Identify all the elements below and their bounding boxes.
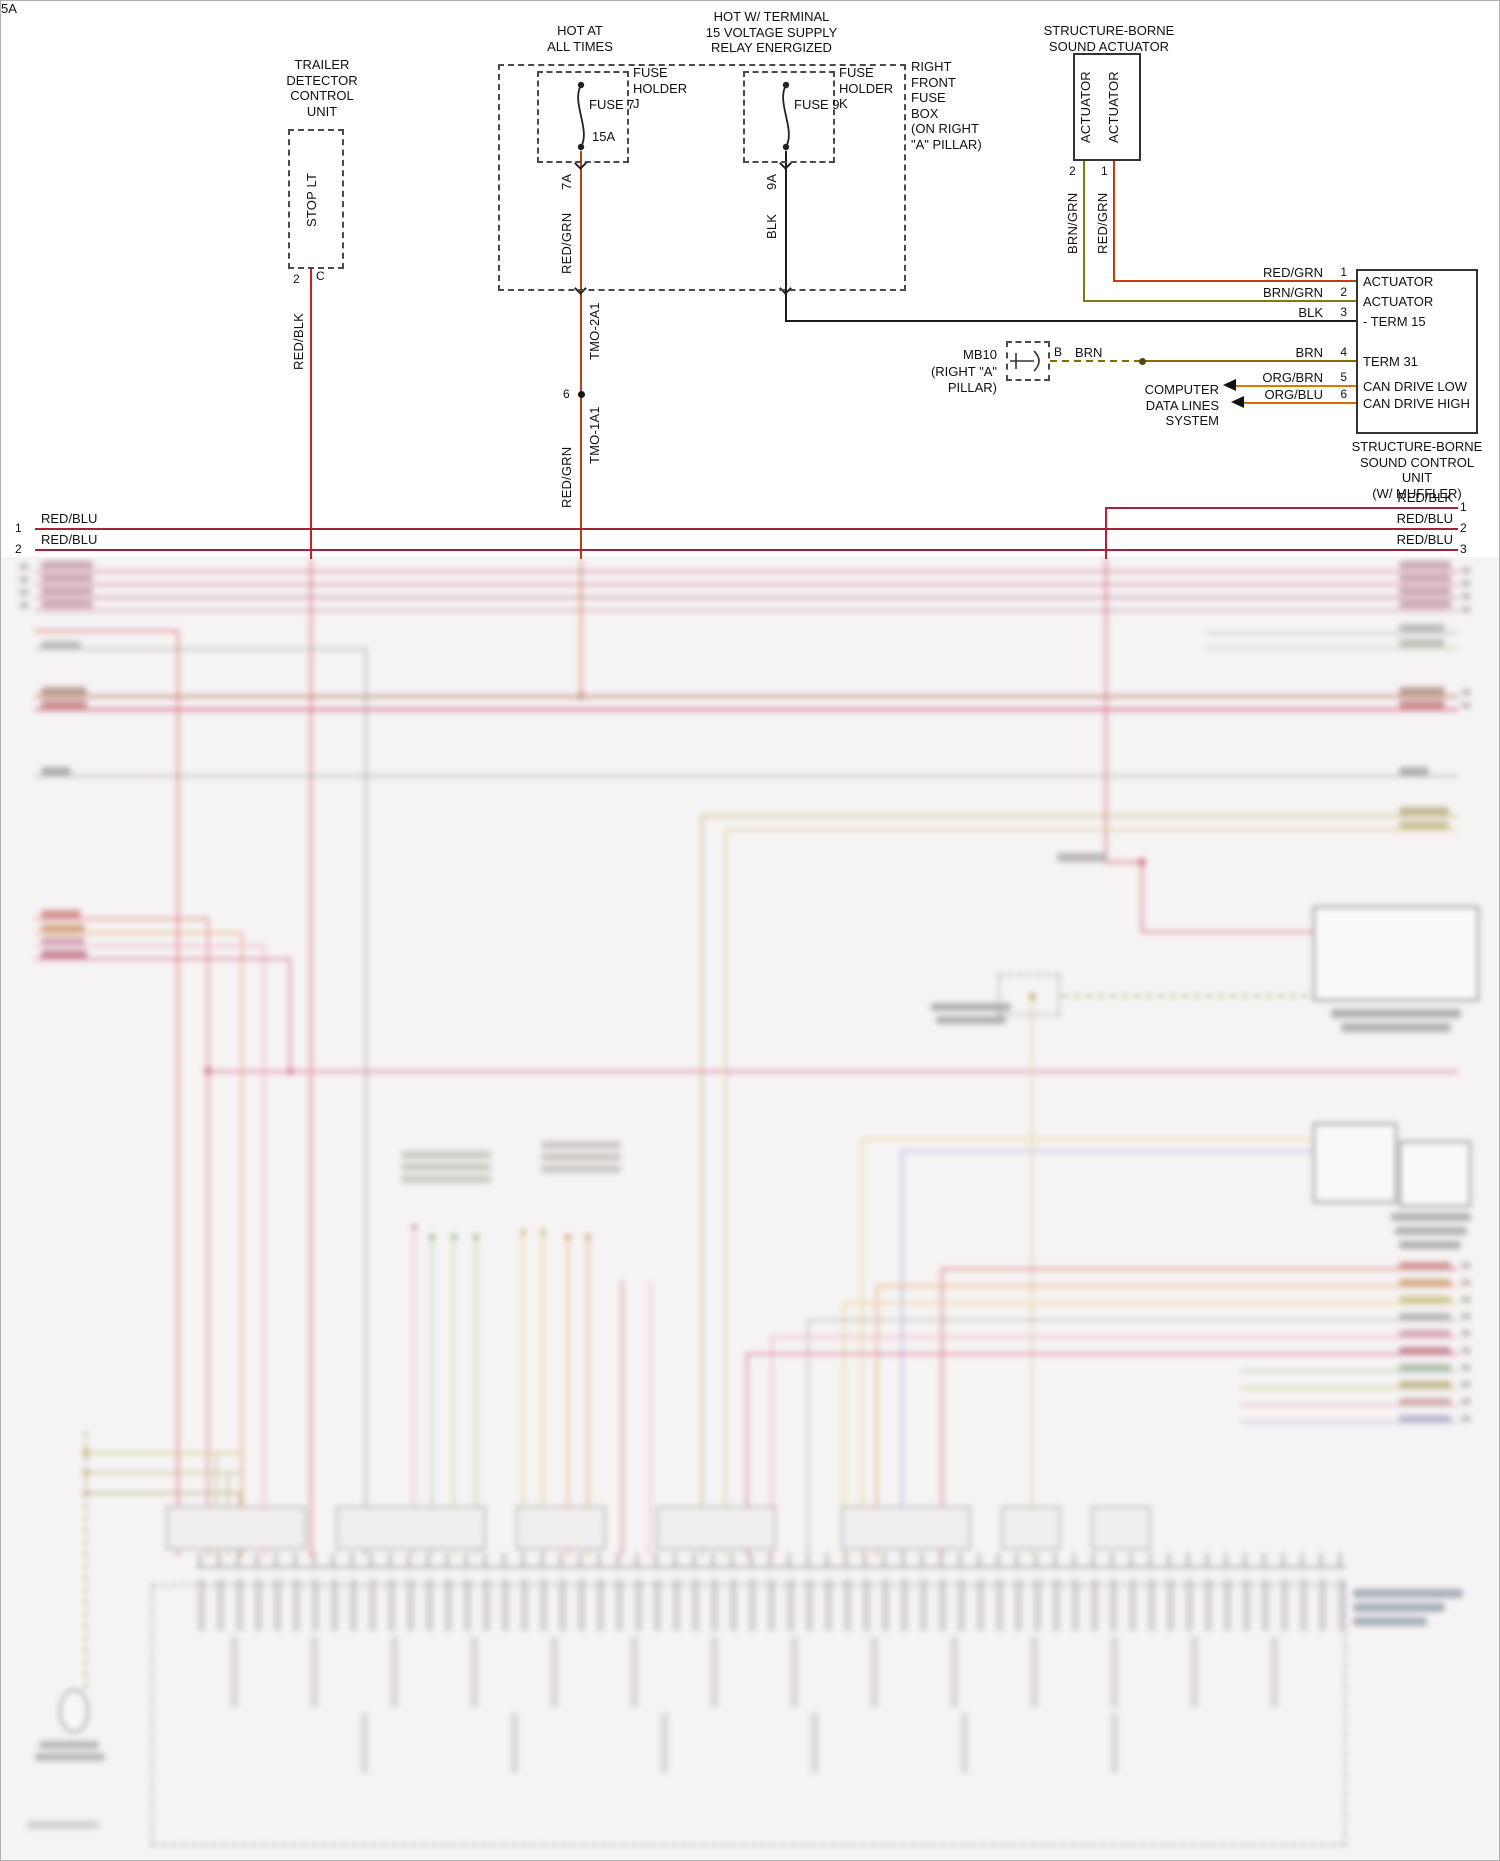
mb10-connector-icon <box>1010 350 1040 372</box>
cu-pin-number: 4 <box>1340 345 1347 359</box>
actuator-box <box>1073 53 1141 161</box>
mb10-connector-box <box>1006 341 1050 381</box>
trailer-pin-letter: C <box>316 269 325 283</box>
fuse7-symbol-icon <box>577 81 585 151</box>
cu-pin-function-label: - TERM 15 <box>1363 314 1426 329</box>
fuse7-holder-label: FUSE HOLDER J <box>633 65 688 112</box>
cu-pin-wire-label: ORG/BRN <box>1262 370 1323 385</box>
fuse7-wire-label: RED/GRN <box>559 212 574 274</box>
trailer-unit-box <box>288 129 344 269</box>
cu-pin-wire-label: BLK <box>1298 305 1323 320</box>
cu-pin-wire-label: BRN <box>1295 345 1323 360</box>
cu-pin-number: 1 <box>1340 265 1347 279</box>
fuse7-conn-pin: 6 <box>563 387 570 401</box>
wire-segment <box>35 549 1458 551</box>
fuse7-pin: 7A <box>559 173 574 191</box>
edge-pin-number-left: 2 <box>15 542 22 556</box>
fuse-box-note: RIGHT FRONT FUSE BOX (ON RIGHT "A" PILLA… <box>911 59 982 152</box>
cu-pin-function-label: TERM 31 <box>1363 354 1418 369</box>
mb10-wire: BRN <box>1075 345 1103 360</box>
wire-segment <box>1083 300 1358 302</box>
wire-segment <box>785 151 787 322</box>
edge-wire-label-left: RED/BLU <box>41 511 98 526</box>
wire-segment <box>35 528 1458 530</box>
fuse9-name: FUSE 9 <box>794 97 840 112</box>
fuse7-name: FUSE 7 <box>589 97 635 112</box>
cu-pin-function-label: CAN DRIVE LOW <box>1363 379 1468 394</box>
fuse-box-outline <box>498 64 906 291</box>
cu-pin-function-label: CAN DRIVE HIGH <box>1363 396 1470 411</box>
wire-segment <box>785 320 1358 322</box>
cu-pin-function-label: ACTUATOR <box>1363 294 1434 309</box>
edge-wire-label-left: RED/BLU <box>41 532 98 547</box>
cu-pin-wire-label: ORG/BLU <box>1264 387 1323 402</box>
fuse9-holder-label: FUSE HOLDER K <box>839 65 894 112</box>
edge-wire-label-right: RED/BLU <box>1396 532 1453 547</box>
fuse7-wire-label2: RED/GRN <box>559 446 574 508</box>
fuse9-header: HOT W/ TERMINAL 15 VOLTAGE SUPPLY RELAY … <box>705 9 838 56</box>
edge-pin-number-left: 1 <box>15 521 22 535</box>
actuator-slot2-label: ACTUATOR <box>1106 71 1121 143</box>
cu-pin-number: 6 <box>1340 387 1347 401</box>
wire-segment <box>310 269 312 559</box>
fuse7-holder-box <box>537 71 629 163</box>
fuse7-header: HOT AT ALL TIMES <box>547 23 613 54</box>
cu-pin-number: 2 <box>1340 285 1347 299</box>
control-unit-box <box>1356 269 1478 434</box>
cu-pin-function-label: ACTUATOR <box>1363 274 1434 289</box>
mb10-pin: B <box>1054 345 1063 359</box>
edge-pin-number-right: 2 <box>1460 521 1467 535</box>
junction-dot <box>577 390 585 398</box>
actuator-slot1-label: ACTUATOR <box>1078 71 1093 143</box>
fuse9-symbol-icon <box>782 81 790 151</box>
fuse7-conn-lower: TMO-1A1 <box>587 406 602 464</box>
wire-segment <box>1141 360 1358 362</box>
fuse9-holder-box <box>743 71 835 163</box>
wire-segment <box>1105 507 1458 509</box>
edge-wire-label-right: RED/BLU <box>1396 511 1453 526</box>
wire-segment <box>1243 402 1358 404</box>
edge-wire-label-right: RED/BLK <box>1397 490 1453 505</box>
mb10-location: (RIGHT "A" PILLAR) <box>930 364 997 395</box>
edge-pin-number-right: 3 <box>1460 542 1467 556</box>
cu-pin-number: 5 <box>1340 370 1347 384</box>
trailer-pin-number: 2 <box>293 272 300 286</box>
control-unit-caption: STRUCTURE-BORNE SOUND CONTROL UNIT (W/ M… <box>1351 439 1483 501</box>
actuator-pin-right: 1 <box>1101 164 1108 178</box>
trailer-unit-title: TRAILER DETECTOR CONTROL UNIT <box>286 57 358 119</box>
wire-segment <box>580 151 582 559</box>
cu-pin-wire-label: RED/GRN <box>1263 265 1323 280</box>
wire-segment <box>1235 385 1358 387</box>
cu-pin-wire-label: BRN/GRN <box>1263 285 1323 300</box>
edge-pin-number-right: 1 <box>1460 500 1467 514</box>
actuator-wire-right-label: RED/GRN <box>1095 192 1110 254</box>
computer-data-lines-note: COMPUTER DATA LINES SYSTEM <box>1144 382 1219 429</box>
actuator-title: STRUCTURE-BORNE SOUND ACTUATOR <box>1043 23 1175 54</box>
trailer-component-label: STOP LT <box>304 172 319 228</box>
junction-dot <box>1138 357 1146 365</box>
actuator-wire-left-label: BRN/GRN <box>1065 192 1080 254</box>
wire-segment <box>1050 360 1142 362</box>
fuse9-pin: 9A <box>764 173 779 191</box>
data-line-arrow-icon <box>1231 396 1244 408</box>
actuator-pin-left: 2 <box>1069 164 1076 178</box>
data-line-arrow-icon <box>1223 379 1236 391</box>
wire-segment <box>1113 280 1358 282</box>
wire-segment <box>1083 161 1085 302</box>
mb10-name: MB10 <box>963 347 997 362</box>
fuse7-rating: 15A <box>592 129 616 144</box>
blur-wash <box>1 557 1499 1860</box>
trailer-wire-label: RED/BLK <box>291 312 306 370</box>
fuse9-rating: 5A <box>1 1 17 16</box>
cu-pin-number: 3 <box>1340 305 1347 319</box>
wire-segment <box>1105 507 1107 559</box>
wire-segment <box>1113 161 1115 282</box>
fuse7-conn-upper: TMO-2A1 <box>587 302 602 360</box>
fuse9-wire-label: BLK <box>764 213 779 239</box>
